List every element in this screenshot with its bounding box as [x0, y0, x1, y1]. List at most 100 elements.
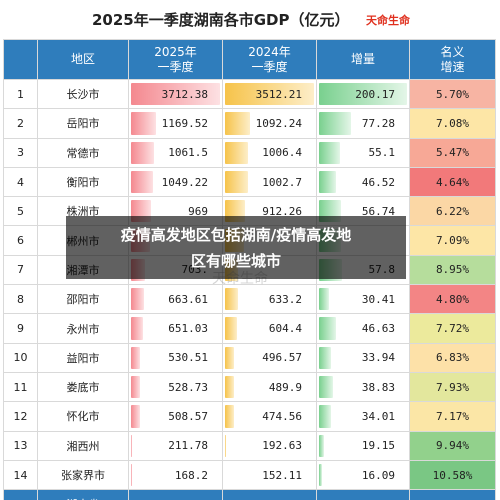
header-gdp2025-line2: 一季度 [157, 59, 194, 74]
bar-gdp2025 [131, 83, 220, 106]
cell-growth: 5.70% [409, 78, 496, 110]
cell-growth: 6.83% [409, 342, 496, 373]
cell-gdp2025: 508.57 [128, 401, 223, 432]
row-rank: 11 [3, 371, 38, 403]
bar-increase [319, 170, 337, 194]
value-gdp2024: 474.56 [262, 409, 302, 423]
header-gdp2025-line1: 2025年 [154, 44, 197, 59]
cell-growth: 7.72% [409, 313, 496, 344]
table-row: 3 常德市 1061.5 1006.4 55.1 5.47% [3, 137, 496, 168]
header-row: 地区 2025年 一季度 2024年 一季度 增量 名义 增速 [3, 39, 496, 80]
value-gdp2025: 1169.52 [161, 116, 208, 130]
value-gdp2025: 508.57 [168, 409, 208, 423]
header-gdp2024: 2024年 一季度 [222, 39, 317, 80]
cell-increase: 33.94 [316, 342, 410, 373]
cell-gdp2024: 1002.7 [222, 166, 317, 198]
cell-increase: 77.28 [316, 108, 410, 139]
cell-gdp2024: 1092.24 [222, 108, 317, 139]
cell-growth: 7.17% [409, 401, 496, 432]
value-increase: 30.41 [361, 292, 395, 306]
cell-growth: 5.47% [409, 137, 496, 168]
total-gdp2024: 11938.44 [222, 489, 317, 500]
row-region: 益阳市 [37, 342, 129, 373]
cell-increase: 55.1 [316, 137, 410, 168]
table-row: 14 张家界市 168.2 152.11 16.09 10.58% [3, 459, 496, 491]
bar-gdp2024 [225, 170, 248, 194]
header-growth-line1: 名义 [440, 44, 465, 59]
cell-increase: 19.15 [316, 430, 410, 461]
bar-increase [319, 463, 323, 487]
table-row: 11 娄底市 528.73 489.9 38.83 7.93% [3, 371, 496, 403]
row-region: 湘西州 [37, 430, 129, 461]
row-region: 娄底市 [37, 371, 129, 403]
row-region: 衡阳市 [37, 166, 129, 198]
header-increase: 增量 [316, 39, 410, 80]
cell-gdp2025: 651.03 [128, 313, 223, 344]
value-gdp2024: 3512.21 [255, 87, 302, 101]
bar-gdp2025 [131, 170, 154, 194]
cell-gdp2025: 168.2 [128, 459, 223, 491]
row-rank: 2 [3, 108, 38, 139]
value-increase: 46.52 [361, 175, 395, 189]
bar-increase [319, 346, 331, 369]
value-gdp2025: 651.03 [168, 322, 208, 336]
row-rank: 8 [3, 284, 38, 315]
value-gdp2025: 168.2 [174, 468, 208, 482]
row-region: 怀化市 [37, 401, 129, 432]
header-gdp2024-line2: 一季度 [251, 59, 288, 74]
bar-gdp2025 [131, 141, 154, 164]
value-gdp2025: 530.51 [168, 351, 208, 365]
row-rank: 12 [3, 401, 38, 432]
table-row: 4 衡阳市 1049.22 1002.7 46.52 4.64% [3, 166, 496, 198]
cell-gdp2025: 530.51 [128, 342, 223, 373]
bar-gdp2025 [131, 405, 140, 428]
row-rank: 13 [3, 430, 38, 461]
value-gdp2025: 211.78 [168, 439, 208, 453]
value-gdp2025: 969 [188, 204, 208, 218]
cell-increase: 16.09 [316, 459, 410, 491]
value-gdp2025: 663.61 [168, 292, 208, 306]
bar-gdp2024 [225, 112, 250, 135]
row-rank: 6 [3, 225, 38, 256]
row-rank: 7 [3, 254, 38, 286]
value-gdp2024: 1006.4 [262, 146, 302, 160]
cell-increase: 34.01 [316, 401, 410, 432]
cell-increase: 200.17 [316, 78, 410, 110]
bar-gdp2024 [225, 434, 227, 457]
value-increase: 34.01 [361, 409, 395, 423]
bar-increase [319, 317, 337, 340]
cell-gdp2024: 474.56 [222, 401, 317, 432]
bar-increase [319, 141, 341, 164]
brand-label: 天命生命 [366, 14, 410, 27]
bar-increase [319, 112, 351, 135]
value-increase: 19.15 [361, 439, 395, 453]
value-gdp2024: 1092.24 [255, 116, 302, 130]
row-rank: 10 [3, 342, 38, 373]
total-rank [3, 489, 38, 500]
cell-growth: 8.95% [409, 254, 496, 286]
value-gdp2024: 1002.7 [262, 175, 302, 189]
cell-growth: 7.93% [409, 371, 496, 403]
row-rank: 4 [3, 166, 38, 198]
row-rank: 3 [3, 137, 38, 168]
header: 2025年一季度湖南各市GDP（亿元） 天命生命 [0, 0, 500, 38]
value-gdp2024: 496.57 [262, 351, 302, 365]
cell-gdp2024: 152.11 [222, 459, 317, 491]
cell-growth: 9.94% [409, 430, 496, 461]
bar-gdp2025 [131, 375, 141, 399]
bar-gdp2024 [225, 141, 248, 164]
caption-line-2: 区有哪些城市 [190, 252, 281, 270]
table-row: 13 湘西州 211.78 192.63 19.15 9.94% [3, 430, 496, 461]
header-growth-line2: 增速 [440, 59, 465, 74]
value-increase: 55.1 [368, 146, 396, 160]
table-body: 1 长沙市 3712.38 3512.21 200.17 5.70% 2 岳阳市 1169.52… [3, 78, 496, 500]
bar-gdp2025 [131, 288, 144, 311]
value-increase: 16.09 [361, 468, 395, 482]
bar-gdp2025 [131, 112, 157, 135]
value-gdp2024: 633.2 [268, 292, 302, 306]
value-increase: 200.17 [355, 87, 395, 101]
cell-gdp2025: 528.73 [128, 371, 223, 403]
table-row: 9 永州市 651.03 604.4 46.63 7.72% [3, 313, 496, 344]
bar-increase [319, 83, 407, 106]
bar-gdp2025 [131, 346, 141, 369]
